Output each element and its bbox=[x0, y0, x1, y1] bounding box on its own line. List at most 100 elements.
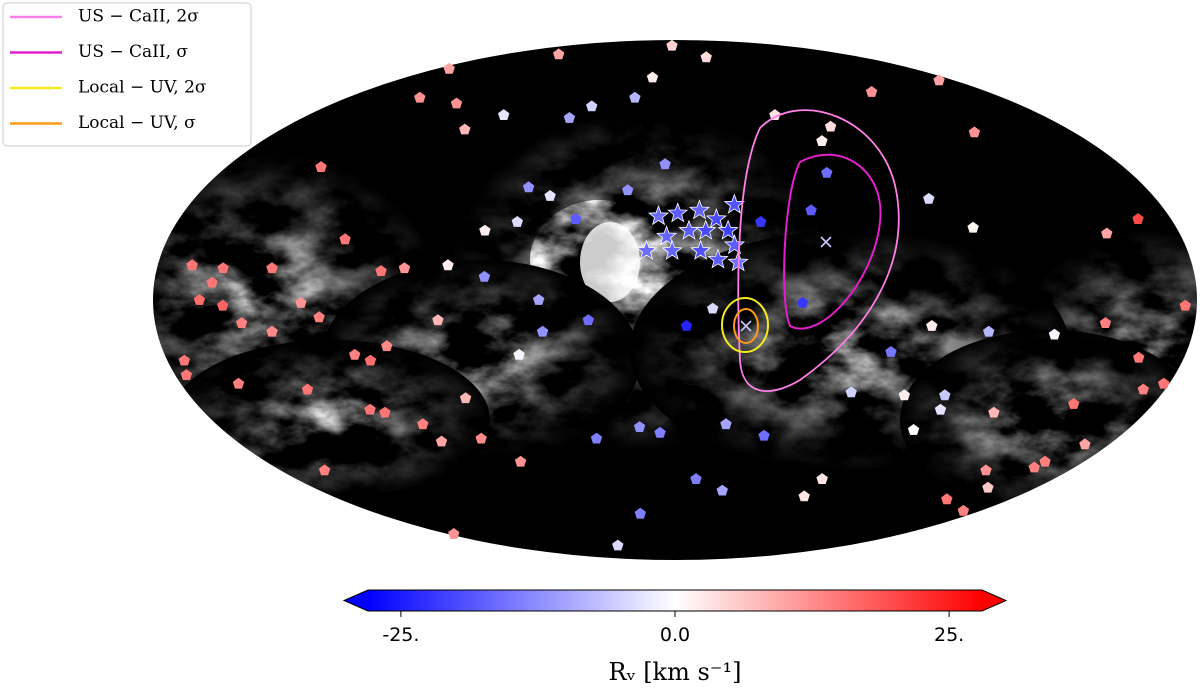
star-marker bbox=[723, 233, 746, 255]
pentagon-marker bbox=[654, 426, 666, 438]
colorbar-label: Rᵥ [km s⁻¹] bbox=[609, 658, 742, 686]
pentagon-marker bbox=[364, 354, 377, 366]
pentagon-marker bbox=[364, 403, 376, 415]
pentagon-marker bbox=[716, 484, 728, 496]
star-marker bbox=[707, 248, 729, 269]
pentagon-marker bbox=[666, 39, 678, 51]
pentagon-marker bbox=[923, 192, 935, 204]
pentagon-marker bbox=[824, 120, 837, 132]
star-marker bbox=[705, 207, 727, 229]
pentagon-marker bbox=[398, 262, 411, 274]
pentagon-marker bbox=[313, 311, 325, 323]
pentagon-marker bbox=[798, 490, 810, 502]
star-marker bbox=[647, 205, 670, 226]
legend-label: US − CaII, 2σ bbox=[78, 7, 199, 27]
pentagon-marker bbox=[590, 432, 603, 444]
pentagon-marker bbox=[941, 493, 953, 505]
pentagon-marker bbox=[933, 74, 945, 86]
pentagon-marker bbox=[720, 418, 732, 430]
pentagon-marker bbox=[982, 481, 994, 493]
colorbar-extend-low bbox=[344, 590, 368, 611]
legend: US − CaII, 2σ US − CaII, σ Local − UV, 2σ L… bbox=[2, 2, 252, 147]
colorbar-extend-high bbox=[982, 590, 1006, 611]
pentagon-marker bbox=[1079, 438, 1091, 450]
pentagon-marker bbox=[375, 265, 387, 276]
pentagon-marker bbox=[315, 161, 327, 172]
pentagon-marker bbox=[301, 383, 314, 395]
pentagon-marker bbox=[622, 184, 634, 196]
dust-clouds bbox=[153, 40, 1197, 560]
contour-us-sigma bbox=[783, 153, 882, 330]
pentagon-marker bbox=[1048, 328, 1061, 340]
star-marker bbox=[667, 202, 689, 223]
legend-label: US − CaII, σ bbox=[78, 42, 188, 62]
sky-map bbox=[153, 40, 1197, 560]
pentagon-marker bbox=[1099, 317, 1112, 328]
pentagon-marker bbox=[1039, 455, 1051, 467]
pentagon-marker bbox=[885, 346, 897, 357]
pentagon-marker bbox=[450, 97, 463, 109]
star-marker bbox=[690, 239, 712, 260]
pentagon-marker bbox=[898, 389, 910, 401]
legend-label: Local − UV, 2σ bbox=[78, 78, 207, 98]
pentagon-marker bbox=[629, 91, 641, 103]
pentagon-marker bbox=[266, 262, 278, 274]
pentagon-marker bbox=[980, 464, 992, 476]
pentagon-marker bbox=[318, 464, 331, 476]
pentagon-marker bbox=[459, 392, 472, 404]
pentagon-marker bbox=[435, 435, 448, 447]
pentagon-marker bbox=[707, 302, 719, 314]
pentagon-marker bbox=[796, 296, 809, 308]
colorbar-tick-label: 0.0 bbox=[660, 624, 690, 646]
colorbar-outline bbox=[342, 589, 1008, 612]
star-marker bbox=[695, 219, 717, 240]
pentagon-marker bbox=[459, 123, 471, 135]
pentagon-marker bbox=[513, 348, 525, 360]
pentagon-marker bbox=[957, 504, 970, 516]
pentagon-marker bbox=[967, 221, 979, 233]
pentagon-marker bbox=[805, 204, 817, 216]
pentagon-marker bbox=[180, 369, 193, 380]
contour-us-2sigma bbox=[737, 109, 900, 393]
pentagon-marker bbox=[988, 406, 1000, 418]
pentagon-marker bbox=[178, 354, 190, 366]
star-marker bbox=[688, 199, 711, 220]
pentagon-marker bbox=[570, 213, 582, 224]
pentagon-marker bbox=[563, 112, 576, 123]
pentagon-marker bbox=[206, 276, 218, 288]
pentagon-marker bbox=[514, 455, 527, 467]
contour-local-sigma bbox=[733, 308, 759, 344]
centroid-us bbox=[820, 236, 832, 248]
pentagon-marker bbox=[816, 473, 828, 484]
star-marker bbox=[635, 239, 658, 260]
pentagon-marker bbox=[926, 320, 938, 331]
colorbar-tick-label: -25. bbox=[382, 624, 419, 646]
pentagon-marker bbox=[659, 158, 671, 170]
pentagon-marker bbox=[544, 190, 556, 201]
pentagon-marker bbox=[821, 166, 833, 178]
pentagon-marker bbox=[533, 294, 545, 305]
pentagon-marker bbox=[475, 432, 487, 444]
colorbar-body bbox=[368, 590, 982, 611]
pentagon-marker bbox=[680, 320, 693, 331]
pentagon-marker bbox=[1179, 299, 1191, 311]
pentagon-marker bbox=[934, 403, 947, 415]
pentagon-marker bbox=[586, 100, 598, 112]
pentagon-marker bbox=[907, 424, 920, 435]
pentagon-marker bbox=[186, 259, 198, 271]
pentagon-marker bbox=[217, 262, 229, 274]
pentagon-marker bbox=[381, 340, 393, 352]
legend-box bbox=[2, 2, 252, 147]
pentagon-marker bbox=[217, 299, 229, 311]
colorbar: -25. 0.0 25. Rᵥ [km s⁻¹] bbox=[342, 589, 1008, 686]
legend-label: Local − UV, σ bbox=[78, 113, 196, 133]
pentagon-marker bbox=[193, 294, 206, 305]
pentagon-marker bbox=[417, 418, 429, 430]
pentagon-marker bbox=[939, 389, 951, 401]
pentagon-marker bbox=[479, 224, 491, 236]
pentagon-marker bbox=[498, 109, 510, 120]
pentagon-marker bbox=[1101, 227, 1113, 239]
pentagon-marker bbox=[1028, 461, 1040, 473]
pentagon-marker bbox=[522, 181, 535, 193]
pentagon-marker bbox=[339, 233, 351, 245]
